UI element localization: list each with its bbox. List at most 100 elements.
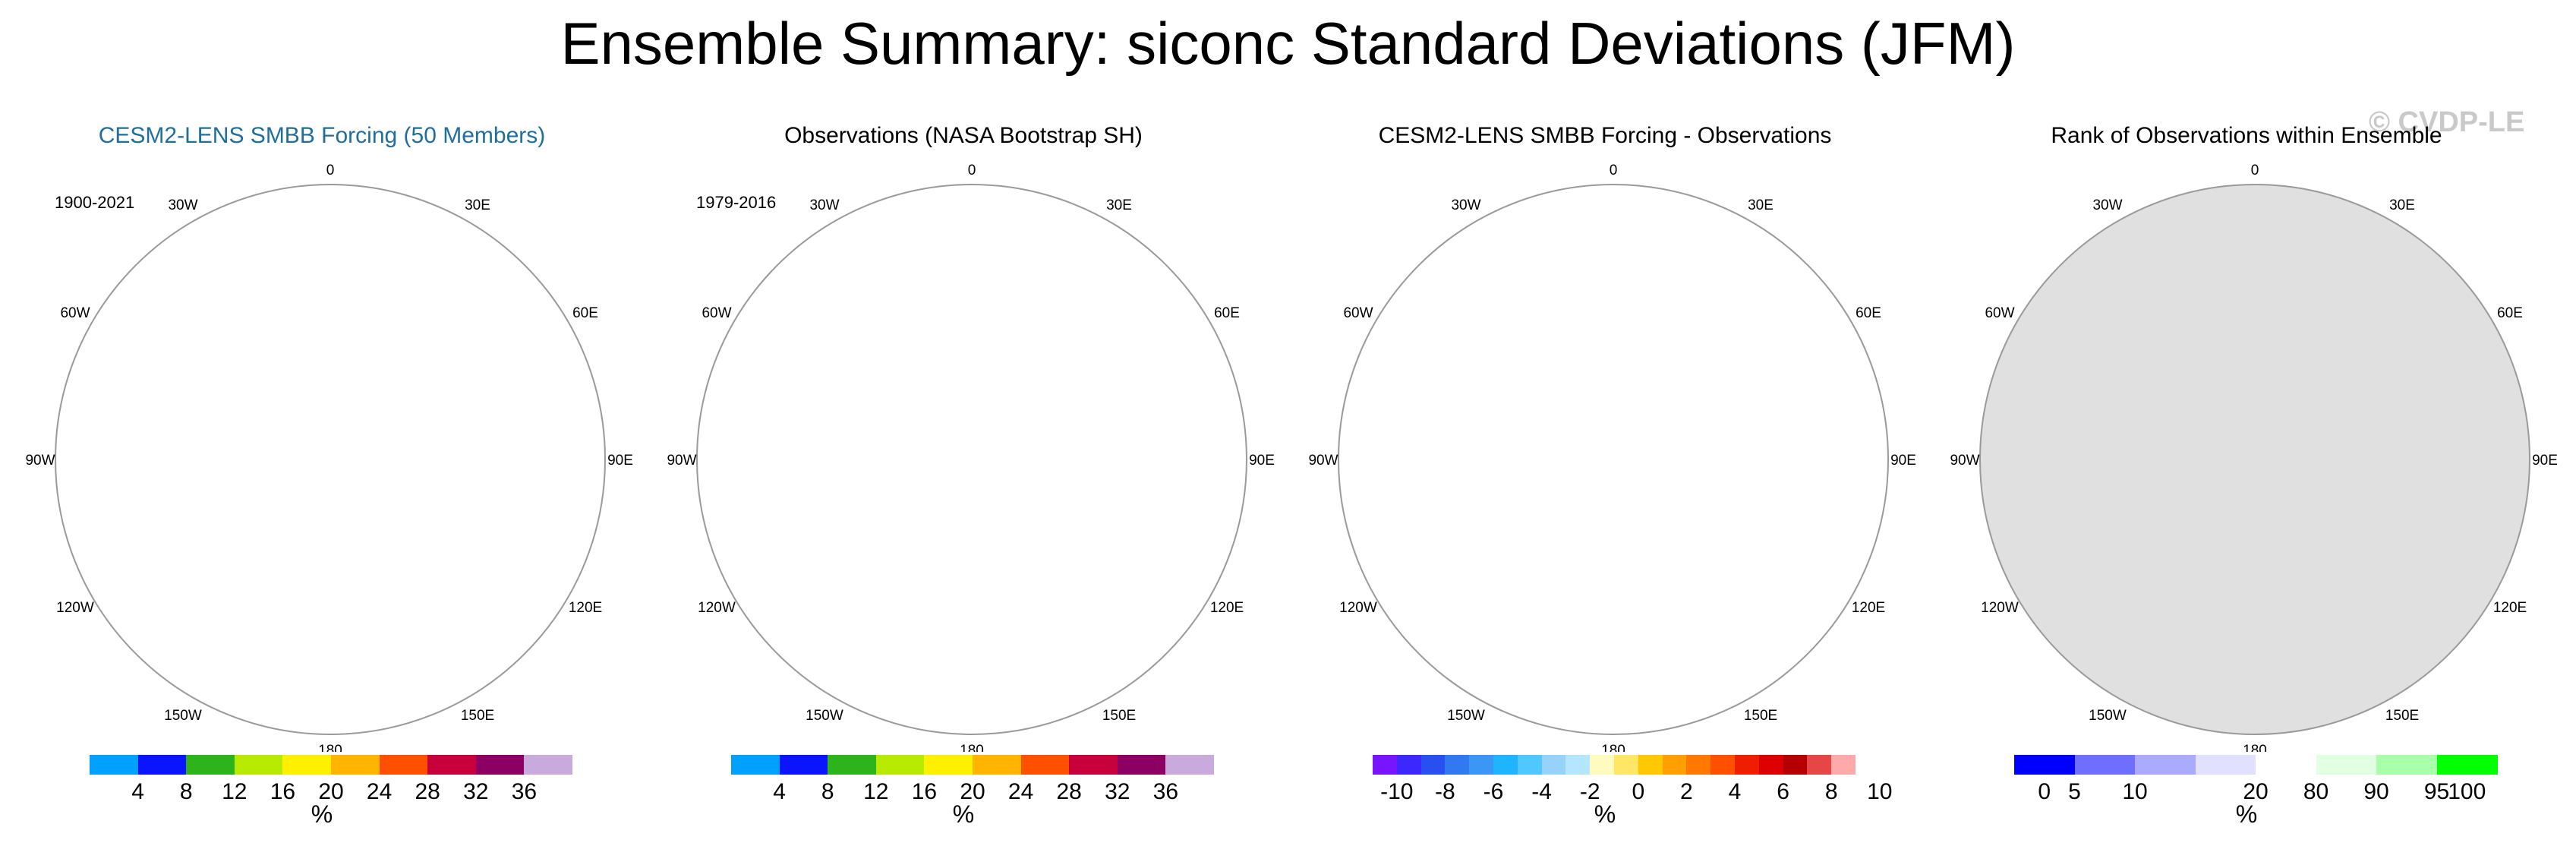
colorbar-swatch	[973, 755, 1022, 775]
colorbar-swatch	[1469, 755, 1494, 775]
colorbar-swatch	[875, 755, 925, 775]
map-disk	[1980, 185, 2530, 734]
colorbar-tick-label: 20	[2243, 779, 2269, 804]
colorbar-swatch	[1758, 755, 1784, 775]
map-disk	[697, 185, 1247, 734]
longitude-label: 180	[960, 743, 984, 752]
colorbar-tick-label: -4	[1531, 779, 1552, 804]
longitude-label: 60W	[702, 305, 731, 321]
colorbar	[90, 755, 573, 775]
colorbar-swatch	[1662, 755, 1687, 775]
colorbar-swatch	[1117, 755, 1166, 775]
longitude-label: 90E	[1890, 453, 1916, 469]
colorbar-tick-label: 2	[1680, 779, 1693, 804]
colorbar-swatch	[186, 755, 235, 775]
colorbar-tick-label: 28	[415, 779, 440, 804]
longitude-label: 120E	[1210, 600, 1244, 616]
colorbar	[1373, 755, 1856, 775]
colorbar	[2014, 755, 2498, 775]
colorbar-tick-label: 20	[960, 779, 985, 804]
polar-map: 0 30E 60E 90E 120E 150E 180 150W 120W 90W 60W 30W	[25, 163, 632, 752]
map-boundary-circle	[1338, 184, 1889, 735]
longitude-label: 150W	[164, 708, 202, 724]
longitude-label: 30E	[465, 197, 490, 213]
colorbar-tick-label: 28	[1056, 779, 1082, 804]
colorbar-swatch	[234, 755, 283, 775]
colorbar-swatch	[1373, 755, 1398, 775]
colorbar-swatch	[731, 755, 780, 775]
colorbar-swatch	[1541, 755, 1566, 775]
colorbar-swatch	[1445, 755, 1470, 775]
longitude-label: 30W	[2092, 197, 2122, 213]
colorbar-swatch	[2014, 755, 2075, 775]
colorbar-swatch	[2074, 755, 2136, 775]
colorbar-swatch	[2436, 755, 2498, 775]
colorbar-swatch	[379, 755, 428, 775]
colorbar-unit: %	[311, 800, 333, 828]
map-panel-1: CESM2-LENS SMBB Forcing (50 Members) 1900…	[0, 0, 644, 846]
colorbar-swatch	[1069, 755, 1118, 775]
colorbar-tick-label: 0	[1632, 779, 1645, 804]
colorbar-swatch	[1165, 755, 1215, 775]
panel-title: Rank of Observations within Ensemble	[2051, 123, 2442, 148]
map-boundary-circle	[1979, 184, 2530, 735]
colorbar-tick-label: 36	[511, 779, 538, 804]
colorbar-swatch	[2376, 755, 2437, 775]
colorbar-tick-label: 16	[270, 779, 296, 804]
colorbar-tick-label: 4	[773, 779, 786, 804]
longitude-label: 120W	[1981, 600, 2019, 616]
longitude-label: 60E	[1856, 305, 1881, 321]
colorbar-swatch	[1783, 755, 1808, 775]
longitude-label: 120E	[2493, 600, 2527, 616]
colorbar-swatch	[282, 755, 332, 775]
colorbar-swatch	[1614, 755, 1639, 775]
panel-title: CESM2-LENS SMBB Forcing - Observations	[1378, 123, 1832, 148]
colorbar-swatch	[1396, 755, 1422, 775]
colorbar-swatch	[2316, 755, 2377, 775]
colorbar-swatch	[1686, 755, 1711, 775]
map-disk	[55, 185, 605, 734]
colorbar-swatch	[828, 755, 877, 775]
map-boundary-circle	[696, 184, 1247, 735]
period-label: 1979-2016	[696, 193, 777, 212]
colorbar-unit: %	[952, 800, 975, 828]
colorbar-swatch	[1735, 755, 1760, 775]
colorbar-tick-label: 36	[1152, 779, 1179, 804]
colorbar-tick-label: 5	[2068, 779, 2081, 804]
longitude-label: 60E	[572, 305, 598, 321]
longitude-label: 90E	[2532, 453, 2558, 469]
colorbar-swatch	[137, 755, 187, 775]
colorbar-unit: %	[1594, 800, 1616, 828]
colorbar-unit: %	[2235, 800, 2258, 828]
map-boundary-circle	[55, 184, 606, 735]
colorbar-swatch	[1420, 755, 1446, 775]
longitude-label: 90W	[1308, 453, 1338, 469]
longitude-label: 30E	[1106, 197, 1132, 213]
longitude-label: 30E	[1748, 197, 1774, 213]
longitude-label: 60W	[1343, 305, 1373, 321]
colorbar-tick-label: 32	[463, 779, 489, 804]
longitude-label: 30W	[168, 197, 197, 213]
colorbar-tick-label: -8	[1435, 779, 1455, 804]
colorbar-swatch	[924, 755, 973, 775]
polar-map: 0 30E 60E 90E 120E 150E 180 150W 120W 90W 60W 30W	[1308, 163, 1916, 752]
map-panel-4: Rank of Observations within Ensemble 0 30E…	[1925, 0, 2568, 846]
colorbar-swatch	[1493, 755, 1518, 775]
colorbar-tick-label: 8	[179, 779, 193, 804]
colorbar-swatch	[1638, 755, 1663, 775]
colorbar-swatch	[1020, 755, 1070, 775]
longitude-label: 120W	[698, 600, 736, 616]
colorbar-swatch	[1807, 755, 1832, 775]
map-panel-3: CESM2-LENS SMBB Forcing - Observations 0 3…	[1283, 0, 1927, 846]
colorbar-tick-label: 4	[1728, 779, 1742, 804]
panel-title: CESM2-LENS SMBB Forcing (50 Members)	[98, 123, 546, 148]
longitude-label: 180	[1601, 743, 1625, 752]
colorbar-swatch	[779, 755, 828, 775]
colorbar-swatch	[1517, 755, 1543, 775]
colorbar-swatch	[1831, 755, 1856, 775]
colorbar-tick-label: 10	[1867, 779, 1893, 804]
colorbar-tick-label: 10	[2122, 779, 2148, 804]
longitude-label: 90E	[1249, 453, 1275, 469]
longitude-label: 60E	[1214, 305, 1240, 321]
longitude-label: 0	[1610, 163, 1618, 178]
